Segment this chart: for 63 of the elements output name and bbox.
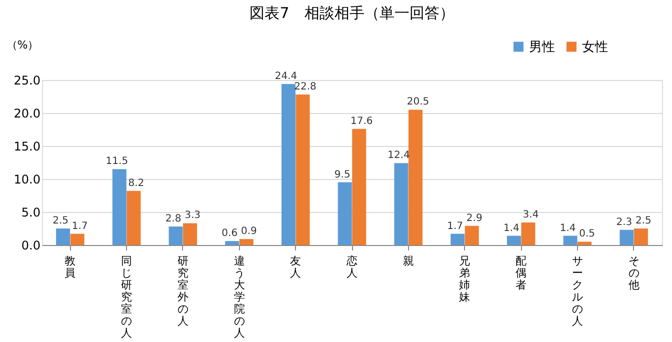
data-label: 11.5 <box>106 156 128 168</box>
y-axis-title: （%） <box>6 38 39 52</box>
chart-title: 図表7 相談相手（単一回答） <box>250 4 454 22</box>
bar <box>634 228 648 245</box>
bar <box>168 226 183 245</box>
x-tick-label: 友人 <box>290 254 302 280</box>
bar <box>521 222 536 245</box>
data-label: 20.5 <box>406 96 430 108</box>
x-tick-label: 教員 <box>64 254 76 280</box>
bar <box>126 190 141 245</box>
x-tick-label: 同じ研究室の人 <box>121 254 132 340</box>
data-label: 1.4 <box>504 222 520 234</box>
bar <box>112 169 126 245</box>
bar <box>578 242 592 245</box>
x-tick-label: 研究室外の人 <box>177 254 188 328</box>
data-label: 1.4 <box>560 222 576 234</box>
bar <box>225 241 240 245</box>
data-label: 24.4 <box>274 70 298 82</box>
x-tick-label: その他 <box>628 254 640 292</box>
bar <box>282 84 296 245</box>
data-label: 2.9 <box>466 212 482 224</box>
data-label: 0.6 <box>222 228 238 240</box>
y-tick-label: 10.0 <box>14 172 40 186</box>
bar <box>338 182 352 245</box>
y-tick-label: 20.0 <box>14 106 40 120</box>
data-label: 1.7 <box>72 220 88 232</box>
data-label: 17.6 <box>350 116 373 127</box>
x-tick-label: 親 <box>402 254 414 268</box>
bar <box>239 239 254 245</box>
bar <box>620 230 634 245</box>
y-tick-label: 25.0 <box>14 74 40 88</box>
data-label: 3.3 <box>184 210 200 222</box>
data-label: 8.2 <box>128 178 144 189</box>
y-tick-label: 5.0 <box>21 206 40 220</box>
bar <box>296 94 310 245</box>
x-tick-label: 兄弟姉妹 <box>459 254 470 304</box>
y-tick-label: 15.0 <box>14 140 40 154</box>
data-label: 9.5 <box>334 169 350 180</box>
bar <box>352 128 366 245</box>
bar <box>450 234 465 245</box>
x-tick-label: 配偶者 <box>516 254 527 292</box>
data-label: 0.5 <box>579 228 596 240</box>
bar <box>464 226 479 245</box>
data-label: 2.3 <box>616 216 632 228</box>
data-label: 0.9 <box>240 226 257 238</box>
legend-label: 男性 <box>529 40 555 55</box>
bar <box>394 163 408 245</box>
data-label: 3.4 <box>522 210 539 221</box>
bar <box>506 236 521 245</box>
bar <box>70 234 84 245</box>
y-tick-label: 0.0 <box>21 238 40 252</box>
data-label: 1.7 <box>447 220 464 232</box>
data-label: 2.5 <box>52 216 68 226</box>
data-label: 2.5 <box>636 216 652 226</box>
bar <box>408 110 422 245</box>
bar <box>563 236 578 245</box>
x-tick-label: 違う大学院の人 <box>234 254 245 340</box>
bar <box>183 223 198 245</box>
legend-label: 女性 <box>582 40 608 55</box>
data-label: 2.8 <box>165 214 182 225</box>
x-tick-label: サークルの人 <box>572 254 583 328</box>
x-tick-label: 恋人 <box>346 254 358 280</box>
bar <box>56 228 70 245</box>
